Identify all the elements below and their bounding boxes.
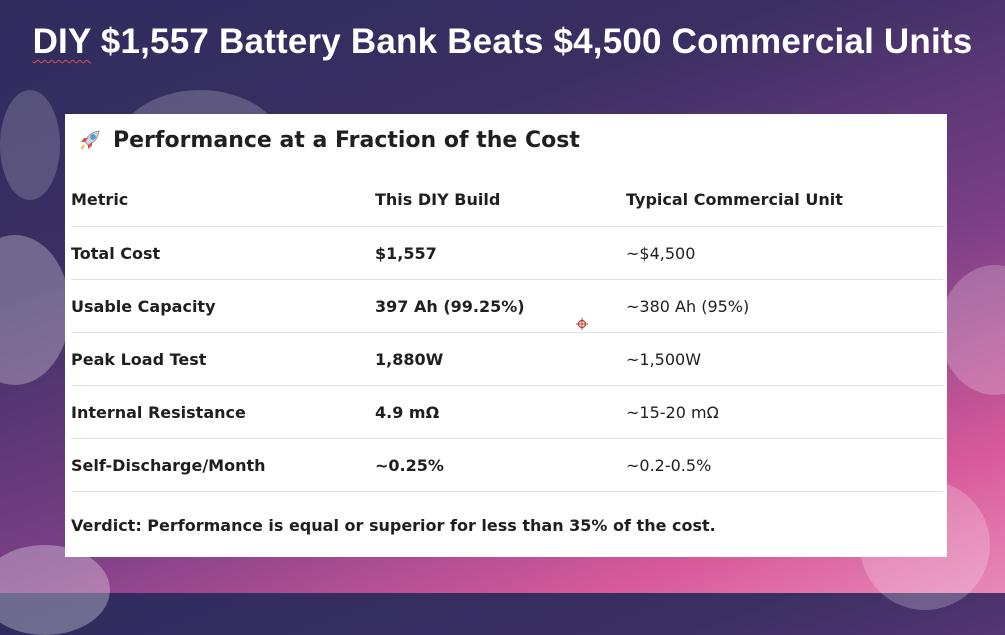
- table-row: Internal Resistance 4.9 mΩ ~15-20 mΩ: [71, 385, 943, 439]
- column-header-metric: Metric: [71, 172, 375, 227]
- diy-cell: 1,880W: [375, 332, 626, 386]
- decorative-bubble: [940, 265, 1005, 395]
- verdict-text: Verdict: Performance is equal or superio…: [71, 516, 716, 535]
- metric-cell: Self-Discharge/Month: [71, 438, 375, 492]
- table-row: Usable Capacity 397 Ah (99.25%) ~380 Ah …: [71, 279, 943, 333]
- title-rest: $1,557 Battery Bank Beats $4,500 Commerc…: [90, 22, 973, 61]
- rocket-icon: [81, 130, 100, 150]
- crosshair-cursor-icon: [576, 318, 588, 330]
- table-row: Self-Discharge/Month ~0.25% ~0.2-0.5%: [71, 438, 943, 492]
- commercial-cell: ~$4,500: [626, 226, 943, 280]
- column-header-commercial: Typical Commercial Unit: [626, 172, 943, 227]
- metric-cell: Internal Resistance: [71, 385, 375, 439]
- commercial-cell: ~0.2-0.5%: [626, 438, 943, 492]
- comparison-card: Performance at a Fraction of the Cost Me…: [65, 114, 947, 557]
- decorative-bubble: [0, 235, 70, 385]
- decorative-bubble: [0, 545, 110, 635]
- metric-cell: Peak Load Test: [71, 332, 375, 386]
- title-prefix: DIY: [32, 22, 91, 61]
- table-header-row: Metric This DIY Build Typical Commercial…: [71, 172, 943, 227]
- metric-cell: Usable Capacity: [71, 279, 375, 333]
- diy-cell: ~0.25%: [375, 438, 626, 492]
- metric-cell: Total Cost: [71, 226, 375, 280]
- commercial-cell: ~1,500W: [626, 332, 943, 386]
- commercial-cell: ~15-20 mΩ: [626, 385, 943, 439]
- diy-cell: 397 Ah (99.25%): [375, 279, 626, 333]
- decorative-bubble: [0, 90, 60, 200]
- card-heading: Performance at a Fraction of the Cost: [77, 126, 580, 154]
- card-heading-text: Performance at a Fraction of the Cost: [113, 127, 580, 153]
- table-row: Total Cost $1,557 ~$4,500: [71, 226, 943, 280]
- commercial-cell: ~380 Ah (95%): [626, 279, 943, 333]
- column-header-diy: This DIY Build: [375, 172, 626, 227]
- diy-cell: $1,557: [375, 226, 626, 280]
- comparison-table: Metric This DIY Build Typical Commercial…: [71, 172, 943, 492]
- diy-cell: 4.9 mΩ: [375, 385, 626, 439]
- slide-title: DIY $1,557 Battery Bank Beats $4,500 Com…: [0, 22, 1005, 62]
- table-row: Peak Load Test 1,880W ~1,500W: [71, 332, 943, 386]
